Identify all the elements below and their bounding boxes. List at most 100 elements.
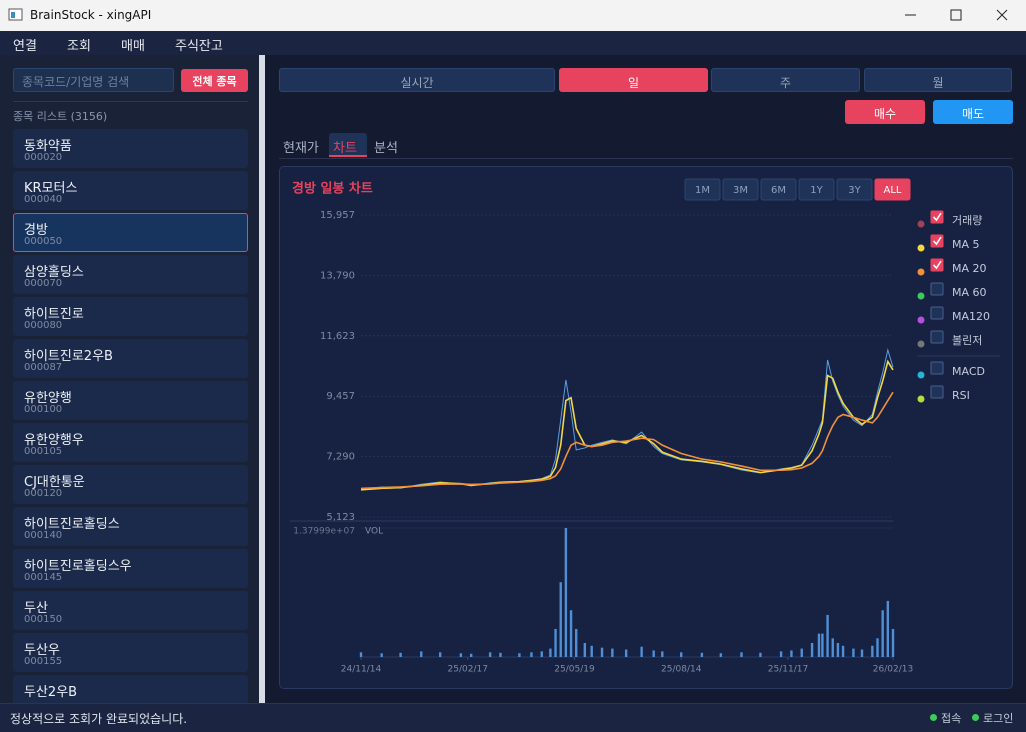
menu-item[interactable]: 주식잔고	[175, 39, 223, 54]
legend-dot	[917, 244, 925, 252]
sub-tab[interactable]: 분석	[374, 141, 398, 156]
y-tick-label: 11,623	[320, 331, 355, 342]
period-tab[interactable]: 주	[711, 68, 860, 92]
volume-bar	[871, 645, 874, 657]
period-tab[interactable]: 월	[864, 68, 1012, 92]
stock-name: 하이트진로2우B	[24, 349, 113, 364]
buy-button[interactable]: 매수	[845, 100, 925, 124]
stock-name: KR모터스	[24, 181, 78, 196]
stock-item[interactable]: 하이트진로홀딩스우 000145	[13, 549, 248, 588]
volume-bar	[569, 610, 573, 657]
sub-tab[interactable]: 차트	[329, 133, 367, 157]
legend-label: MACD	[952, 365, 985, 378]
legend-checkbox[interactable]	[930, 234, 944, 248]
y-tick-label: 9,457	[326, 391, 355, 402]
volume-bar	[836, 642, 840, 657]
stock-item[interactable]: 경방 000050	[13, 213, 248, 252]
legend-dot	[917, 340, 925, 348]
x-tick-label: 25/08/14	[661, 665, 702, 675]
volume-bar	[380, 653, 383, 657]
volume-bar	[469, 653, 473, 657]
stock-item[interactable]: 두산 000150	[13, 591, 248, 630]
stock-item[interactable]: 하이트진로홀딩스 000140	[13, 507, 248, 546]
volume-bar	[530, 652, 533, 657]
x-tick-label: 24/11/14	[341, 665, 382, 675]
range-button[interactable]	[760, 178, 797, 201]
sell-button[interactable]: 매도	[933, 100, 1013, 124]
search-input[interactable]: 종목코드/기업명 검색	[13, 68, 174, 92]
volume-bar	[700, 652, 704, 657]
stock-item[interactable]: 두산우 000155	[13, 633, 248, 672]
legend-dot	[917, 220, 925, 228]
stock-item[interactable]: 삼양홀딩스 000070	[13, 255, 248, 294]
all-stocks-button[interactable]: 전체 종목	[181, 69, 248, 92]
volume-bar	[790, 650, 793, 657]
range-button-label: 6M	[771, 185, 786, 196]
stock-code: 000145	[24, 572, 63, 583]
status-label: 로그인	[983, 712, 1014, 725]
legend-dot	[917, 292, 925, 300]
close-icon[interactable]	[996, 9, 1008, 21]
sub-tab[interactable]: 현재가	[283, 141, 319, 156]
range-button[interactable]	[722, 178, 759, 201]
series-line	[360, 391, 894, 490]
window-title: BrainStock - xingAPI	[30, 8, 152, 22]
legend-checkbox[interactable]	[930, 210, 944, 224]
legend-checkbox[interactable]	[930, 361, 944, 375]
stock-item[interactable]: 하이트진로 000080	[13, 297, 248, 336]
period-tab[interactable]: 실시간	[279, 68, 555, 92]
volume-bar	[852, 648, 855, 657]
stock-code: 000150	[24, 614, 63, 625]
stock-item[interactable]: 유한양행 000100	[13, 381, 248, 420]
sidebar: 종목코드/기업명 검색 전체 종목 종목 리스트 (3156) 동화약품 0000…	[0, 55, 259, 703]
menu-item[interactable]: 매매	[121, 39, 145, 54]
legend-checkbox[interactable]	[930, 282, 944, 296]
stock-item[interactable]: 두산2우B	[13, 675, 248, 703]
volume-bar	[640, 646, 643, 657]
volume-bar	[891, 628, 895, 657]
stock-item[interactable]: 하이트진로2우B 000087	[13, 339, 248, 378]
volume-bar	[826, 614, 829, 657]
legend-label: MA 20	[952, 262, 987, 275]
volume-bar	[624, 649, 628, 657]
stock-item[interactable]: KR모터스 000040	[13, 171, 248, 210]
range-button-label: 1M	[695, 185, 710, 196]
app-icon-part	[11, 12, 15, 18]
volume-bar	[821, 633, 824, 657]
stock-name: 경방	[24, 223, 48, 238]
volume-bar	[759, 652, 762, 657]
range-button[interactable]	[836, 178, 873, 201]
stock-name: 유한양행	[24, 391, 72, 406]
y-tick-label: 13,790	[320, 270, 355, 281]
volume-bar	[680, 652, 683, 657]
volume-bar	[459, 653, 463, 657]
volume-bar	[488, 652, 492, 657]
legend-checkbox[interactable]	[930, 258, 944, 272]
stock-item[interactable]: 유한양행우 000105	[13, 423, 248, 462]
range-button[interactable]	[798, 178, 835, 201]
maximize-icon[interactable]	[950, 9, 962, 21]
period-tab[interactable]: 일	[559, 68, 708, 92]
legend-label: MA 5	[952, 238, 980, 251]
volume-bar	[881, 610, 884, 657]
menu-item[interactable]: 조회	[67, 39, 91, 54]
range-button-label: ALL	[884, 185, 902, 196]
stock-code: 000155	[24, 656, 63, 667]
check-mark	[932, 260, 942, 270]
volume-bar	[540, 651, 543, 657]
range-button[interactable]	[874, 178, 911, 201]
legend-checkbox[interactable]	[930, 385, 944, 399]
check-mark	[932, 212, 942, 222]
stock-item[interactable]: CJ대한통운 000120	[13, 465, 248, 504]
stock-item[interactable]: 동화약품 000020	[13, 129, 248, 168]
volume-bar	[810, 642, 814, 657]
range-button[interactable]	[684, 178, 721, 201]
stock-code: 000105	[24, 446, 63, 457]
stock-name: 하이트진로홀딩스	[24, 517, 120, 532]
splitter[interactable]	[259, 55, 265, 703]
legend-checkbox[interactable]	[930, 330, 944, 344]
stock-name: 두산	[24, 601, 48, 616]
menu-item[interactable]: 연결	[13, 39, 37, 54]
legend-checkbox[interactable]	[930, 306, 944, 320]
status-dot	[930, 714, 937, 721]
